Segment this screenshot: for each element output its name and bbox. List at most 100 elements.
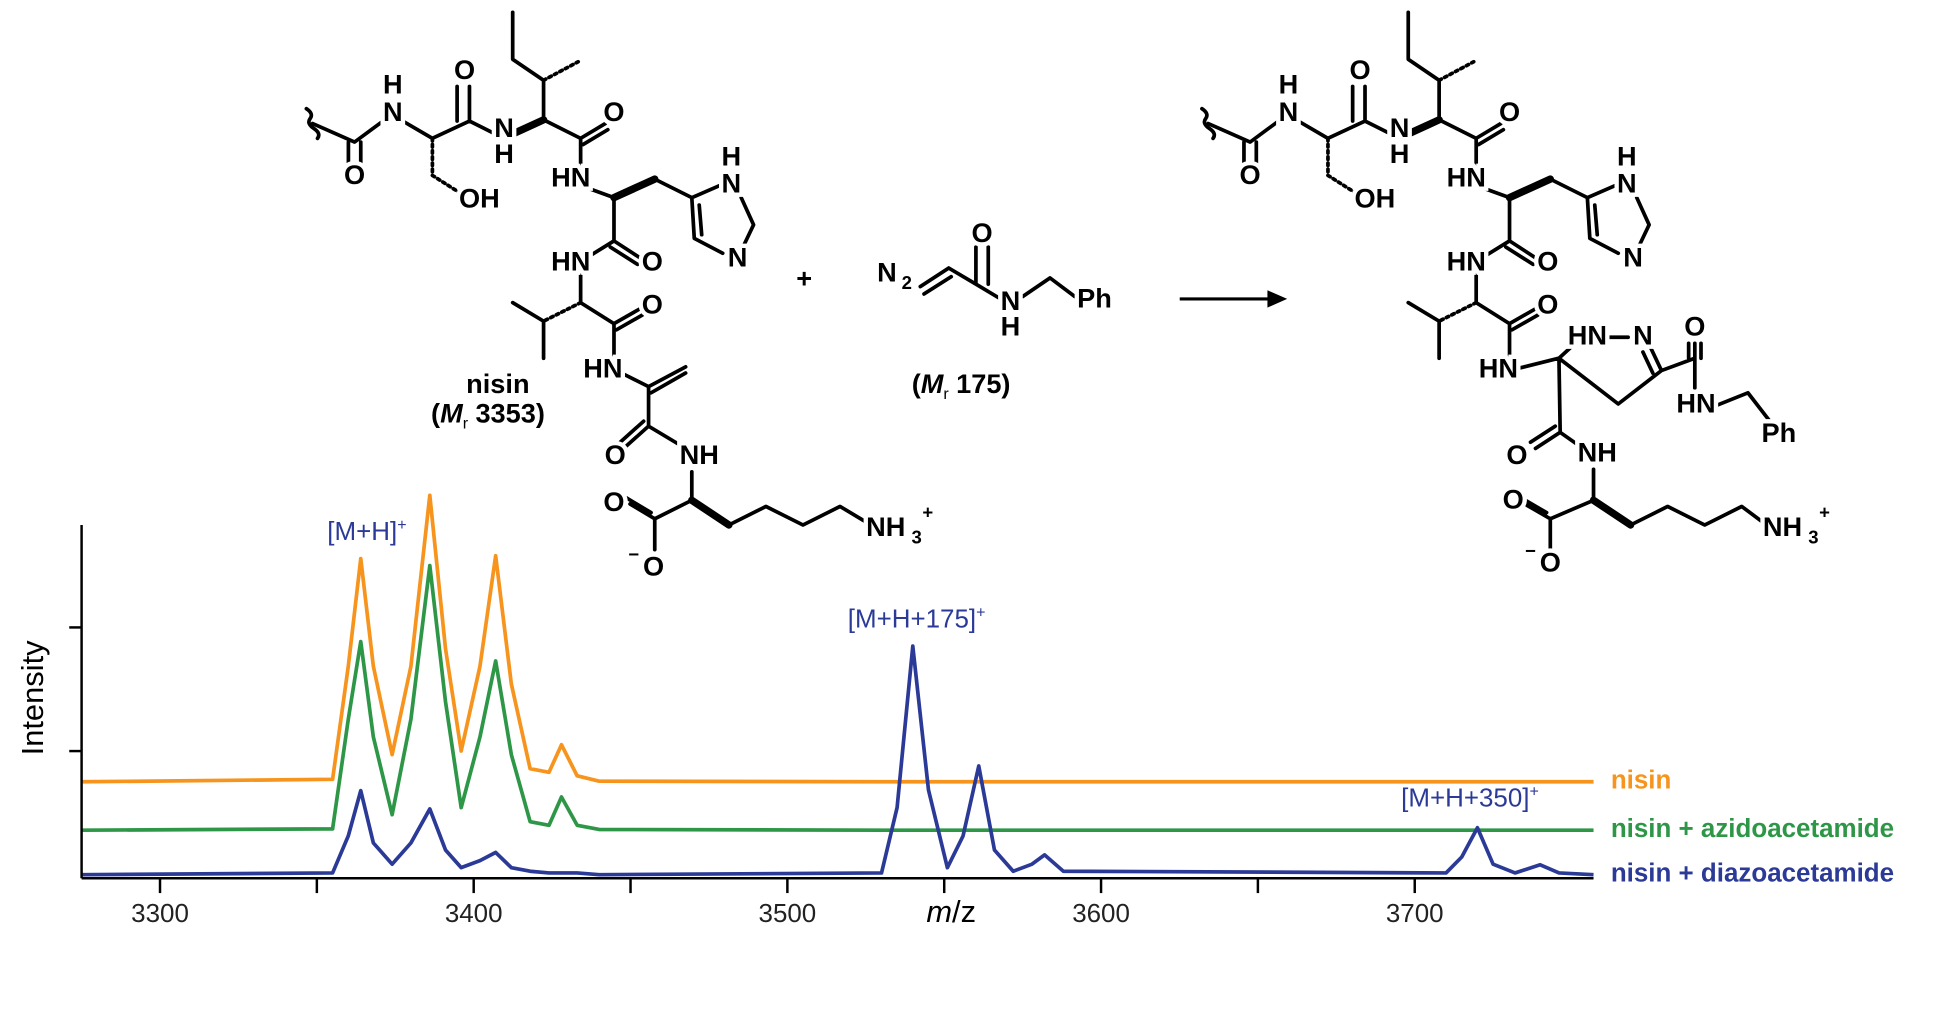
x-tick-label: 3600 bbox=[1072, 900, 1130, 928]
atom: HN bbox=[1447, 161, 1486, 192]
reagent-mass: (Mr 175) bbox=[912, 368, 1011, 403]
subscript: 2 bbox=[902, 272, 912, 293]
x-tick-label: 3300 bbox=[131, 900, 189, 928]
atom: O bbox=[1537, 245, 1558, 276]
product-wedge bbox=[1589, 496, 1635, 529]
atom: OH bbox=[459, 182, 500, 213]
atom: O bbox=[1503, 484, 1524, 515]
atom: H bbox=[383, 69, 403, 100]
spectrum-trace bbox=[81, 563, 1594, 833]
atom: H bbox=[1390, 138, 1410, 169]
annotation-sup: + bbox=[397, 516, 406, 534]
charge: − bbox=[1525, 540, 1536, 561]
x-label-part: /z bbox=[952, 894, 976, 929]
atom: O bbox=[642, 289, 663, 320]
atom: O bbox=[1684, 311, 1705, 342]
atom: O bbox=[605, 439, 626, 470]
y-axis-label: Intensity bbox=[15, 640, 50, 756]
product-bonds bbox=[1517, 335, 1771, 552]
charge: + bbox=[1819, 502, 1830, 523]
atom: O bbox=[1240, 159, 1261, 190]
atom: O bbox=[1506, 439, 1527, 470]
spectrum-chart: m/z Intensity nisin nisin + azidoacetamid… bbox=[15, 493, 1894, 929]
atom: N bbox=[1279, 96, 1299, 127]
mass-part: 175) bbox=[956, 368, 1010, 399]
mass-part: 3353) bbox=[475, 397, 544, 428]
atom: H bbox=[494, 138, 514, 169]
atom: O bbox=[643, 550, 664, 581]
peak-annotation: [M+H+175]+ bbox=[848, 604, 986, 634]
mass-part: ( bbox=[912, 368, 922, 399]
atom: O bbox=[1540, 547, 1561, 578]
atom: N bbox=[383, 96, 403, 127]
annotation-sup: + bbox=[1529, 783, 1538, 801]
x-tick-label: 3500 bbox=[759, 900, 817, 928]
mass-part: r bbox=[943, 385, 949, 403]
atom: NH bbox=[1763, 511, 1802, 542]
atom: N bbox=[877, 256, 897, 287]
atom: N bbox=[1617, 167, 1637, 198]
reactant-mass: (Mr 3353) bbox=[431, 397, 545, 432]
charge: − bbox=[628, 544, 639, 565]
spectrum-trace bbox=[81, 644, 1594, 877]
reactant-name: nisin bbox=[466, 368, 529, 399]
mass-part: r bbox=[463, 415, 469, 433]
mass-part: M bbox=[921, 368, 945, 399]
x-tick-label: 3400 bbox=[445, 900, 503, 928]
mass-part: M bbox=[440, 397, 464, 428]
product-chain bbox=[1628, 504, 1764, 527]
atom: HN bbox=[551, 161, 590, 192]
legend-label: nisin bbox=[1611, 767, 1672, 795]
atom: N bbox=[1390, 112, 1410, 143]
atom: HN bbox=[1447, 245, 1486, 276]
subscript: 3 bbox=[911, 526, 921, 547]
atom: O bbox=[1537, 289, 1558, 320]
x-label-part: m bbox=[926, 894, 952, 929]
atom: N bbox=[1001, 285, 1021, 316]
atom: N bbox=[494, 112, 514, 143]
atom: NH bbox=[866, 511, 905, 542]
product-top: H N O O OH N H O HN H N N O HN O bbox=[1200, 10, 1651, 361]
atom: HN bbox=[1568, 319, 1607, 350]
atom: HN bbox=[551, 245, 590, 276]
atom: HN bbox=[1479, 353, 1518, 384]
atom: N bbox=[1623, 242, 1643, 273]
atom: H bbox=[1279, 69, 1299, 100]
atom: N bbox=[1633, 319, 1653, 350]
subscript: 3 bbox=[1808, 526, 1818, 547]
legend-label: nisin + diazoacetamide bbox=[1611, 860, 1894, 888]
atom: H bbox=[722, 140, 742, 171]
atom: O bbox=[603, 486, 624, 517]
annotation-text: [M+H+350] bbox=[1401, 785, 1529, 813]
atom: O bbox=[1499, 96, 1520, 127]
arrow-head bbox=[1267, 290, 1288, 308]
legend-label: nisin + azidoacetamide bbox=[1611, 815, 1894, 843]
charge: + bbox=[922, 502, 933, 523]
plus: + bbox=[796, 263, 812, 294]
mass-part: ( bbox=[431, 397, 441, 428]
atom: N bbox=[722, 167, 742, 198]
reagent-bonds bbox=[918, 245, 1077, 301]
atom: NH bbox=[1578, 437, 1617, 468]
atom: O bbox=[344, 159, 365, 190]
atom: H bbox=[1617, 140, 1637, 171]
peak-annotation: [M+H]+ bbox=[327, 516, 406, 546]
atom: O bbox=[1350, 54, 1371, 85]
atom: HN bbox=[583, 353, 622, 384]
annotation-sup: + bbox=[976, 604, 985, 622]
atom: H bbox=[1001, 311, 1021, 342]
reactant-atoms: H N O O OH N H O HN H N N O HN O HN O NH… bbox=[340, 49, 938, 585]
atom: O bbox=[642, 245, 663, 276]
peak-annotation: [M+H+350]+ bbox=[1401, 783, 1539, 813]
spectrum-trace bbox=[81, 493, 1594, 784]
atom: OH bbox=[1355, 182, 1396, 213]
annotation-text: [M+H+175] bbox=[848, 606, 976, 634]
atom: Ph bbox=[1761, 417, 1796, 448]
atom: NH bbox=[680, 439, 719, 470]
x-axis-label: m/z bbox=[926, 894, 976, 929]
atom: Ph bbox=[1077, 282, 1112, 313]
reactant-bonds bbox=[304, 10, 867, 552]
atom: HN bbox=[1676, 387, 1715, 418]
annotation-text: [M+H] bbox=[327, 518, 397, 546]
